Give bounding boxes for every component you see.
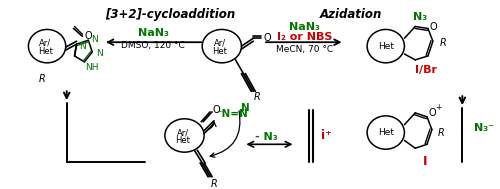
Text: O: O bbox=[263, 33, 270, 43]
Text: +: + bbox=[436, 104, 442, 112]
Text: Het: Het bbox=[378, 128, 394, 137]
Text: N: N bbox=[92, 35, 98, 44]
Text: O: O bbox=[213, 105, 220, 115]
Text: R: R bbox=[440, 38, 446, 48]
Text: DMSO, 120 °C: DMSO, 120 °C bbox=[121, 41, 185, 50]
Text: N₃⁻: N₃⁻ bbox=[474, 123, 494, 133]
Text: MeCN, 70 °C: MeCN, 70 °C bbox=[276, 45, 333, 54]
Text: i⁺: i⁺ bbox=[322, 129, 332, 142]
Text: Azidation: Azidation bbox=[320, 8, 382, 21]
Text: NaN₃: NaN₃ bbox=[138, 28, 168, 38]
Text: NaN₃: NaN₃ bbox=[289, 22, 320, 32]
Text: Het: Het bbox=[378, 42, 394, 51]
Text: ⁺: ⁺ bbox=[238, 113, 243, 122]
Text: Ar/: Ar/ bbox=[39, 39, 51, 48]
Text: ⁻N=N: ⁻N=N bbox=[216, 109, 248, 119]
Text: Het: Het bbox=[38, 46, 52, 56]
Text: Het: Het bbox=[175, 136, 190, 145]
Text: - N₃: - N₃ bbox=[254, 132, 278, 143]
Text: N: N bbox=[96, 49, 103, 57]
Text: O: O bbox=[428, 108, 436, 118]
Text: [3+2]-cycloaddition: [3+2]-cycloaddition bbox=[104, 8, 235, 21]
Text: I: I bbox=[423, 156, 428, 168]
Text: I/Br: I/Br bbox=[415, 65, 437, 75]
Text: R: R bbox=[39, 74, 46, 84]
Text: O: O bbox=[429, 22, 436, 32]
Text: Ar/: Ar/ bbox=[214, 39, 226, 48]
Text: R: R bbox=[254, 92, 260, 102]
Text: R: R bbox=[438, 128, 444, 138]
Text: NH: NH bbox=[86, 63, 99, 72]
Text: Het: Het bbox=[212, 46, 228, 56]
Text: O: O bbox=[84, 31, 92, 41]
Text: R: R bbox=[210, 179, 218, 189]
Text: N₃: N₃ bbox=[413, 12, 427, 22]
Text: N: N bbox=[80, 42, 86, 51]
Text: N: N bbox=[242, 103, 250, 113]
Text: Ar/: Ar/ bbox=[176, 128, 188, 137]
Text: I₂ or NBS: I₂ or NBS bbox=[276, 32, 332, 42]
